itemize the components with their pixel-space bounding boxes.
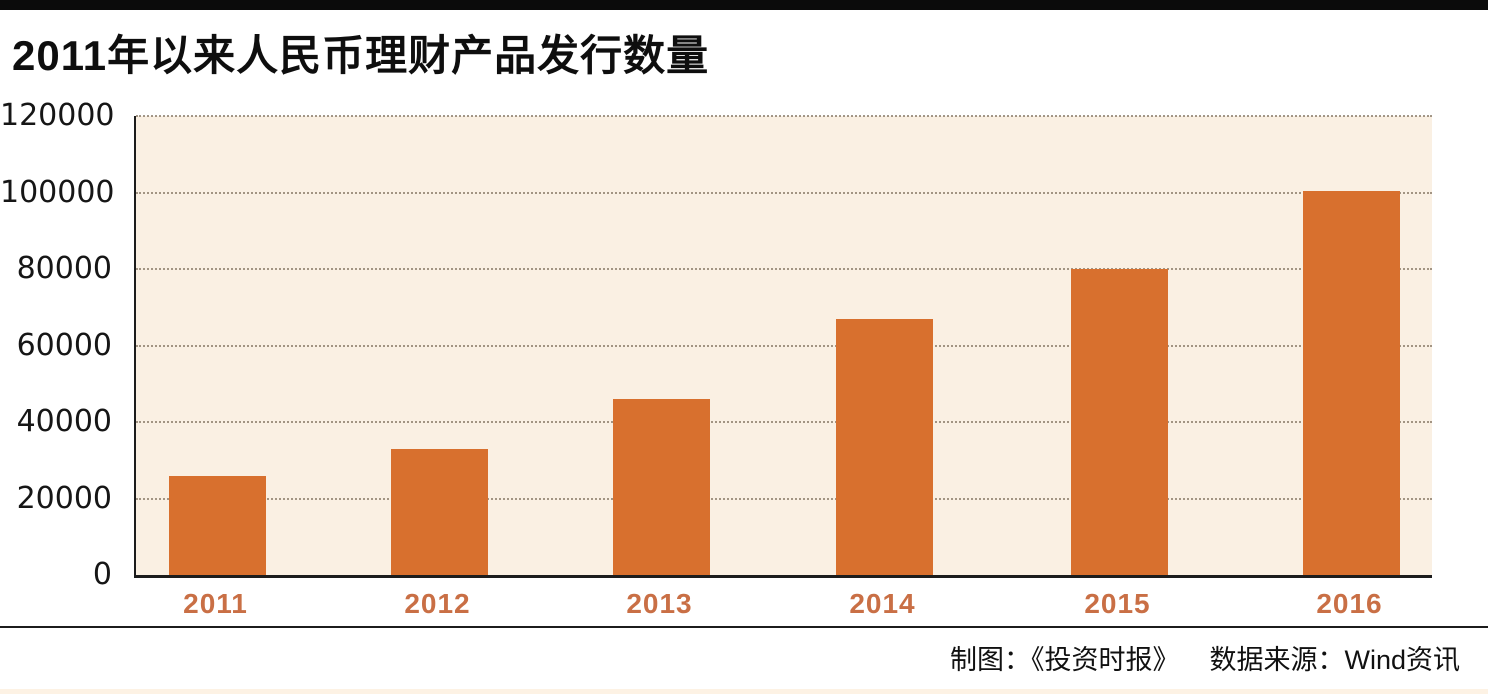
bar-2015 [1071,269,1168,575]
gridline-80000 [136,268,1432,270]
y-axis-tick-label-60000: 60000 [16,327,112,363]
top-accent-bar [0,0,1488,10]
x-axis-label-2012: 2012 [404,588,471,619]
bar-2012 [391,448,488,575]
y-axis-tick-label-0: 0 [92,557,112,592]
y-axis-tick-label-20000: 20000 [16,480,112,516]
gridline-60000 [136,344,1432,347]
bar-2016 [1303,190,1400,575]
x-axis-label-2016: 2016 [1316,588,1383,619]
footer-divider-line [0,626,1488,628]
gridline-120000 [136,115,1432,117]
y-axis-tick-label-80000: 80000 [16,251,112,286]
y-axis-tick-label-100000: 100000 [0,174,115,210]
chart-credit-text: 制图：《投资时报》 [949,645,1180,675]
gridline-40000 [136,421,1432,423]
bar-2011 [169,475,266,575]
page-title: 2011年以来人民币理财产品发行数量 [12,32,710,79]
x-axis-label-2011: 2011 [183,588,248,619]
y-axis-tick-label-40000: 40000 [16,404,112,439]
footer-credits: 制图：《投资时报》 数据来源：Wind资讯 [950,638,1460,677]
bottom-accent-strip [0,689,1488,694]
chart-plot [134,115,1432,578]
bar-2014 [836,318,933,575]
gridline-20000 [136,497,1432,500]
x-axis-label-2013: 2013 [626,588,693,619]
data-source-text: 数据来源：Wind资讯 [1209,645,1460,675]
x-axis-label-2015: 2015 [1084,588,1151,619]
y-axis-tick-label-120000: 120000 [0,98,115,133]
gridline-100000 [136,191,1432,194]
bar-2013 [613,399,710,575]
x-axis-label-2014: 2014 [849,588,916,619]
